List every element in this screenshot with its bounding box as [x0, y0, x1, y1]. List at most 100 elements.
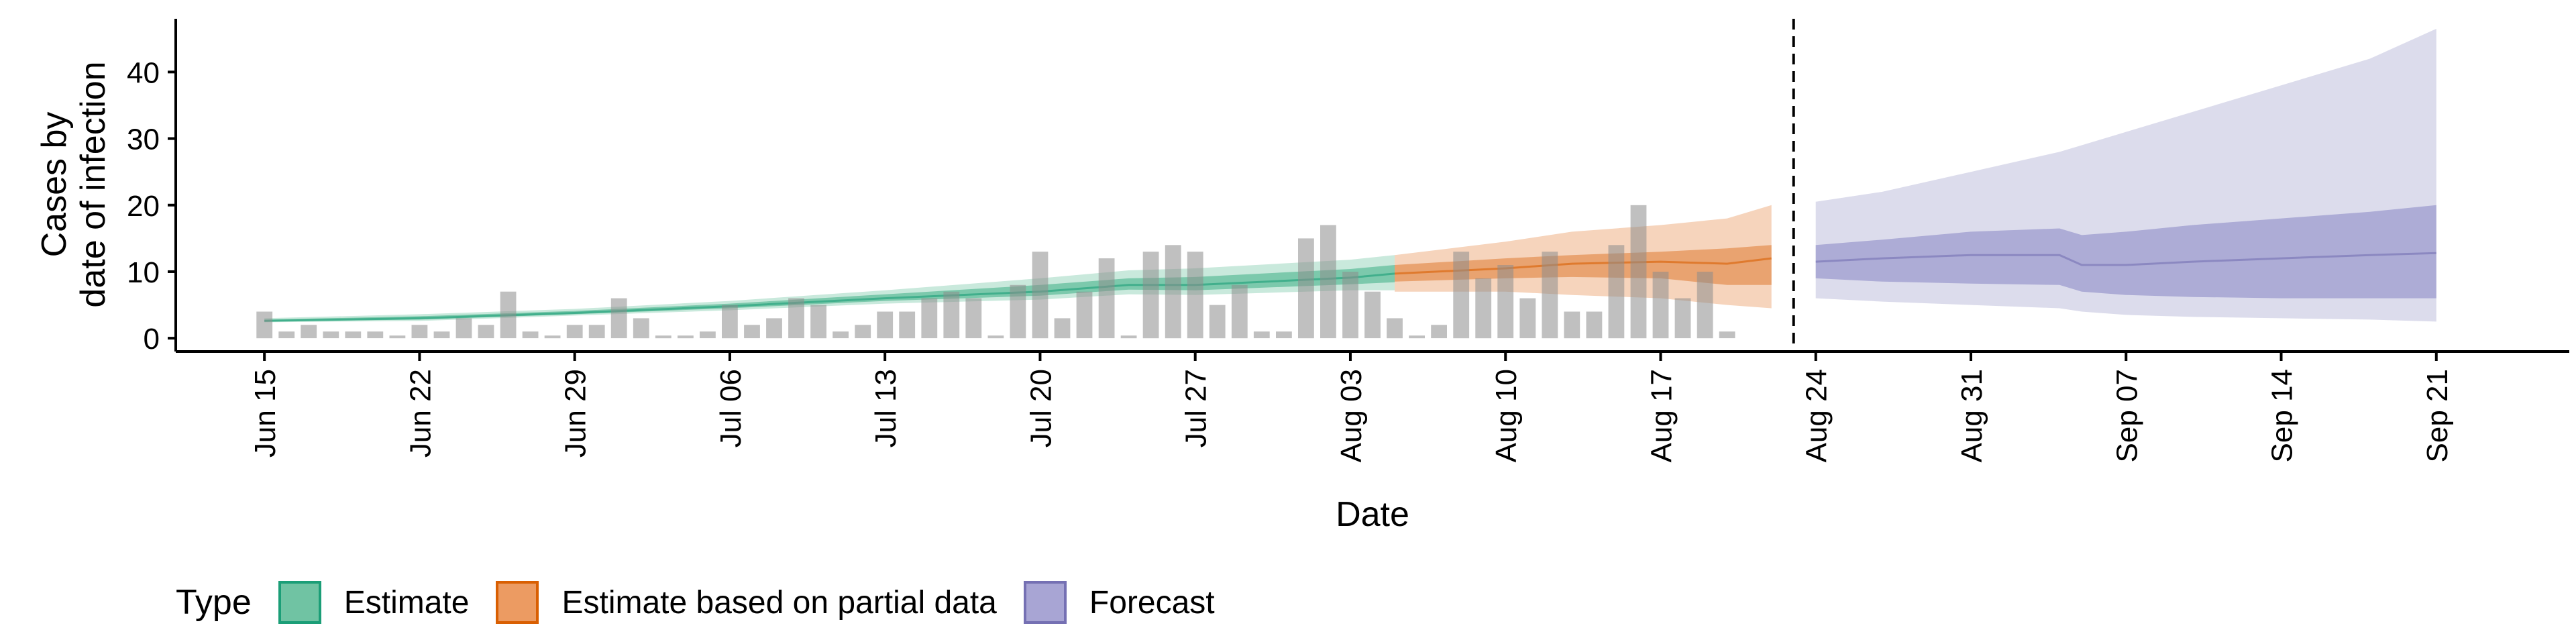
observed-bar [700, 331, 716, 339]
x-axis-title: Date [1336, 495, 1409, 534]
x-tick-label: Jul 06 [714, 369, 747, 447]
observed-bar [1298, 238, 1314, 339]
observed-bar [1342, 272, 1358, 339]
observed-bar [1453, 252, 1470, 339]
x-tick-label: Jun 15 [249, 369, 282, 458]
x-tick-label: Jul 27 [1180, 369, 1213, 447]
observed-bar [544, 335, 561, 339]
observed-bar [1165, 245, 1181, 339]
observed-bar [1209, 305, 1226, 339]
observed-bar [1032, 252, 1049, 339]
forecast-inner-band [1815, 205, 2436, 299]
observed-bar [1187, 252, 1203, 339]
observed-bar [899, 311, 916, 339]
y-tick-label: 30 [127, 123, 160, 156]
observed-bar [1697, 272, 1713, 339]
x-tick-label: Sep 07 [2110, 369, 2143, 462]
observed-bar [788, 298, 804, 339]
observed-bar [877, 311, 894, 339]
x-tick-label: Aug 24 [1801, 369, 1833, 462]
estimate-median-line [264, 272, 1395, 322]
y-tick-label: 10 [127, 256, 160, 289]
observed-bar [1652, 272, 1669, 339]
observed-bar [566, 325, 583, 339]
observed-bar [389, 335, 406, 339]
x-tick-label: Aug 31 [1955, 369, 1988, 462]
x-ticks: Jun 15 Jun 22 Jun 29 Jul 06 Jul 13 Jul 20 Jul … [249, 352, 2454, 462]
observed-bar [455, 318, 472, 339]
x-tick-label: Jun 22 [404, 369, 437, 458]
observed-bar [965, 298, 982, 339]
observed-bar [633, 318, 649, 339]
observed-bar [1054, 318, 1071, 339]
observed-bar [522, 331, 539, 339]
observed-bar [301, 325, 317, 339]
observed-bars [256, 205, 1735, 339]
x-tick-label: Jul 13 [869, 369, 902, 447]
observed-bar [1630, 205, 1647, 339]
legend-key-partial [496, 581, 539, 624]
observed-bar [1276, 331, 1292, 339]
observed-bar [810, 305, 826, 339]
observed-bar [921, 298, 938, 339]
observed-bar [256, 311, 273, 339]
observed-bar [1253, 331, 1270, 339]
observed-bar [323, 331, 339, 339]
observed-bar [1475, 278, 1492, 339]
observed-bar [1076, 291, 1093, 339]
legend-item-estimate: Estimate [278, 581, 470, 624]
observed-bar [588, 325, 605, 339]
x-tick-label: Aug 10 [1490, 369, 1523, 462]
observed-bar [1497, 265, 1514, 339]
x-tick-label: Sep 14 [2266, 369, 2299, 462]
observed-bar [1409, 335, 1425, 339]
forecast-median-line [1815, 252, 2436, 266]
legend-title: Type [176, 583, 252, 622]
observed-bar [1674, 298, 1691, 339]
legend-label-estimate: Estimate [343, 584, 470, 621]
y-ticks: 0 10 20 30 40 [127, 56, 176, 356]
legend-label-partial: Estimate based on partial data [561, 584, 997, 621]
observed-bar [1010, 284, 1026, 339]
x-tick-label: Aug 03 [1335, 369, 1368, 462]
observed-bar [433, 331, 450, 339]
observed-bar [367, 331, 384, 339]
observed-bar [500, 291, 517, 339]
x-tick-label: Jul 20 [1024, 369, 1057, 447]
observed-bar [1142, 252, 1159, 339]
legend-item-forecast: Forecast [1023, 581, 1215, 624]
observed-bar [1608, 245, 1625, 339]
observed-bar [1120, 335, 1137, 339]
observed-bar [722, 305, 738, 339]
observed-bar [345, 331, 362, 339]
observed-bar [1719, 331, 1735, 339]
observed-bar [1231, 284, 1248, 339]
observed-bar [744, 325, 760, 339]
y-axis-title-line: Cases by [35, 112, 74, 258]
observed-bar [478, 325, 494, 339]
observed-bar [1364, 291, 1381, 339]
observed-bar [1519, 298, 1536, 339]
observed-bar [1431, 325, 1447, 339]
observed-bar [1586, 311, 1603, 339]
observed-bar [987, 335, 1004, 339]
observed-bar [1320, 225, 1336, 339]
observed-bar [1098, 258, 1115, 339]
y-tick-label: 0 [144, 323, 160, 356]
observed-bar [610, 298, 627, 339]
x-tick-label: Jun 29 [559, 369, 592, 458]
observed-bar [678, 335, 694, 339]
observed-bar [1564, 311, 1580, 339]
observed-bar [855, 325, 871, 339]
observed-bar [1387, 318, 1403, 339]
observed-bar [411, 325, 428, 339]
observed-bar [278, 331, 295, 339]
partial-inner-band [1395, 245, 1772, 285]
legend-item-partial: Estimate based on partial data [496, 581, 997, 624]
legend: Type Estimate Estimate based on partial … [176, 576, 1242, 629]
y-tick-label: 40 [127, 56, 160, 89]
observed-bar [766, 318, 782, 339]
legend-key-forecast [1023, 581, 1067, 624]
legend-key-estimate [278, 581, 321, 624]
